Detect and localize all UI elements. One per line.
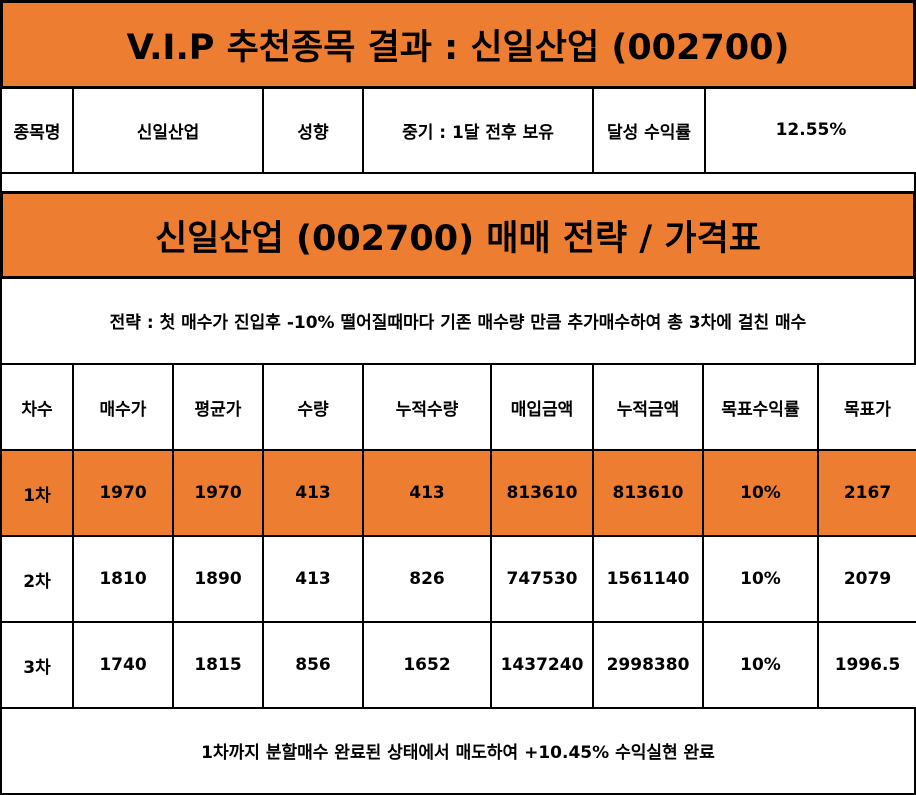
header-cum-amount: 누적금액 [592, 363, 704, 451]
cell-target-return: 10% [702, 449, 819, 537]
cell-quantity: 856 [262, 621, 364, 709]
cell-quantity: 413 [262, 535, 364, 623]
result-note-text: 1차까지 분할매수 완료된 상태에서 매도하여 +10.45% 수익실현 완료 [201, 742, 715, 763]
cell-buy-price: 1740 [72, 621, 174, 709]
strategy-title: 신일산업 (002700) 매매 전략 / 가격표 [0, 191, 916, 279]
cell-buy-amount: 1437240 [490, 621, 594, 709]
cell-buy-price: 1970 [72, 449, 174, 537]
cell-cum-amount: 1561140 [592, 535, 704, 623]
strategy-note-text: 전략 : 첫 매수가 진입후 -10% 떨어질때마다 기존 매수량 만큼 추가매… [109, 312, 807, 333]
cell-avg-price: 1815 [172, 621, 264, 709]
cell-buy-amount: 747530 [490, 535, 594, 623]
cell-round: 2차 [0, 535, 74, 623]
page-title-text: V.I.P 추천종목 결과 : 신일산업 (002700) [126, 28, 790, 68]
cell-round: 3차 [0, 621, 74, 709]
stock-name-label: 종목명 [0, 86, 74, 174]
header-cum-quantity: 누적수량 [362, 363, 492, 451]
header-buy-amount: 매입금액 [490, 363, 594, 451]
table-header-row: 차수 매수가 평균가 수량 누적수량 매입금액 누적금액 목표수익률 목표가 [0, 363, 916, 451]
return-value: 12.55% [704, 86, 916, 174]
cell-target-return: 10% [702, 535, 819, 623]
cell-target-price: 2167 [817, 449, 916, 537]
info-row: 종목명 신일산업 성향 중기 : 1달 전후 보유 달성 수익률 12.55% [0, 86, 916, 174]
price-table: 차수 매수가 평균가 수량 누적수량 매입금액 누적금액 목표수익률 목표가 1… [0, 363, 916, 709]
cell-cum-quantity: 826 [362, 535, 492, 623]
header-buy-price: 매수가 [72, 363, 174, 451]
stock-info-table: 종목명 신일산업 성향 중기 : 1달 전후 보유 달성 수익률 12.55% [0, 86, 916, 174]
table-row: 1차 1970 1970 413 413 813610 813610 10% 2… [0, 449, 916, 537]
cell-target-price: 2079 [817, 535, 916, 623]
tendency-label: 성향 [262, 86, 364, 174]
page-title: V.I.P 추천종목 결과 : 신일산업 (002700) [0, 0, 916, 89]
return-label: 달성 수익률 [592, 86, 706, 174]
result-note: 1차까지 분할매수 완료된 상태에서 매도하여 +10.45% 수익실현 완료 [0, 707, 916, 795]
header-avg-price: 평균가 [172, 363, 264, 451]
strategy-note: 전략 : 첫 매수가 진입후 -10% 떨어질때마다 기존 매수량 만큼 추가매… [0, 277, 916, 365]
header-round: 차수 [0, 363, 74, 451]
header-quantity: 수량 [262, 363, 364, 451]
cell-cum-amount: 813610 [592, 449, 704, 537]
strategy-title-text: 신일산업 (002700) 매매 전략 / 가격표 [154, 218, 762, 259]
tendency-value: 중기 : 1달 전후 보유 [362, 86, 594, 174]
cell-target-price: 1996.5 [817, 621, 916, 709]
cell-cum-quantity: 1652 [362, 621, 492, 709]
header-target-return: 목표수익률 [702, 363, 819, 451]
cell-round: 1차 [0, 449, 74, 537]
cell-buy-amount: 813610 [490, 449, 594, 537]
header-target-price: 목표가 [817, 363, 916, 451]
cell-target-return: 10% [702, 621, 819, 709]
cell-cum-amount: 2998380 [592, 621, 704, 709]
cell-cum-quantity: 413 [362, 449, 492, 537]
cell-avg-price: 1970 [172, 449, 264, 537]
cell-buy-price: 1810 [72, 535, 174, 623]
cell-quantity: 413 [262, 449, 364, 537]
cell-avg-price: 1890 [172, 535, 264, 623]
stock-name-value: 신일산업 [72, 86, 264, 174]
table-row: 3차 1740 1815 856 1652 1437240 2998380 10… [0, 621, 916, 709]
table-row: 2차 1810 1890 413 826 747530 1561140 10% … [0, 535, 916, 623]
